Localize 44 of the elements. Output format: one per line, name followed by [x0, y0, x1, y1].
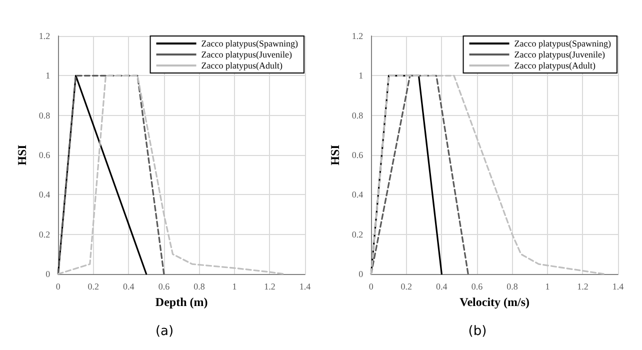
x-tick-label: 0.2	[400, 282, 412, 292]
x-tick-label: 1.2	[577, 282, 588, 292]
legend-label: Zacco platypus(Spawning)	[514, 38, 612, 48]
y-tick-label: 1	[46, 70, 50, 81]
line-series	[370, 74, 605, 275]
y-tick-label: 0.8	[38, 110, 51, 120]
x-tick-label: 0.4	[436, 282, 448, 292]
y-tick-label: 0.6	[38, 150, 51, 160]
x-tick-label: 0	[368, 282, 374, 292]
x-tick-label: 0.8	[194, 282, 206, 292]
text: (b)	[468, 324, 487, 339]
x-tick-label: 0.8	[506, 282, 518, 292]
x-tick-label: 1.2	[264, 282, 276, 292]
line-series	[57, 74, 285, 275]
y-tick-label: 0.6	[352, 150, 364, 160]
y-tick-label: 1.2	[38, 31, 50, 41]
y-tick-label: 0	[46, 269, 51, 279]
x-axis-title: Depth (m)	[155, 295, 208, 309]
y-axis-title: HSI	[328, 144, 342, 166]
y-tick-label: 0.4	[38, 190, 51, 200]
x-tick-label: 1.4	[612, 282, 624, 292]
x-tick-label: 0.6	[471, 282, 484, 292]
legend-label: Zacco platypus(Adult)	[201, 60, 283, 70]
x-tick-label: 1	[232, 282, 237, 292]
legend-label: Zacco platypus(Juvenile)	[514, 50, 605, 60]
x-axis-title: Velocity (m/s)	[460, 295, 530, 309]
x-tick-label: 0.6	[158, 282, 170, 292]
x-tick-label: 0.2	[88, 282, 100, 292]
y-tick-label: 0.2	[352, 229, 364, 240]
y-axis-title: HSI	[15, 144, 29, 166]
x-tick-label: 0	[56, 282, 61, 292]
legend-label: Zacco platypus(Spawning)	[201, 38, 298, 48]
y-tick-label: 0.4	[352, 190, 364, 200]
text: (a)	[155, 324, 174, 339]
legend-label: Zacco platypus(Juvenile)	[201, 50, 292, 60]
y-tick-label: 1	[358, 70, 364, 81]
y-tick-label: 0	[358, 269, 364, 279]
y-tick-label: 0.2	[38, 229, 50, 240]
legend-label: Zacco platypus(Adult)	[514, 60, 596, 70]
x-tick-label: 1	[545, 282, 550, 292]
y-tick-label: 0.8	[352, 110, 364, 120]
y-tick-label: 1.2	[352, 31, 364, 41]
x-tick-label: 0.4	[123, 282, 135, 292]
x-tick-label: 1.4	[299, 282, 312, 292]
